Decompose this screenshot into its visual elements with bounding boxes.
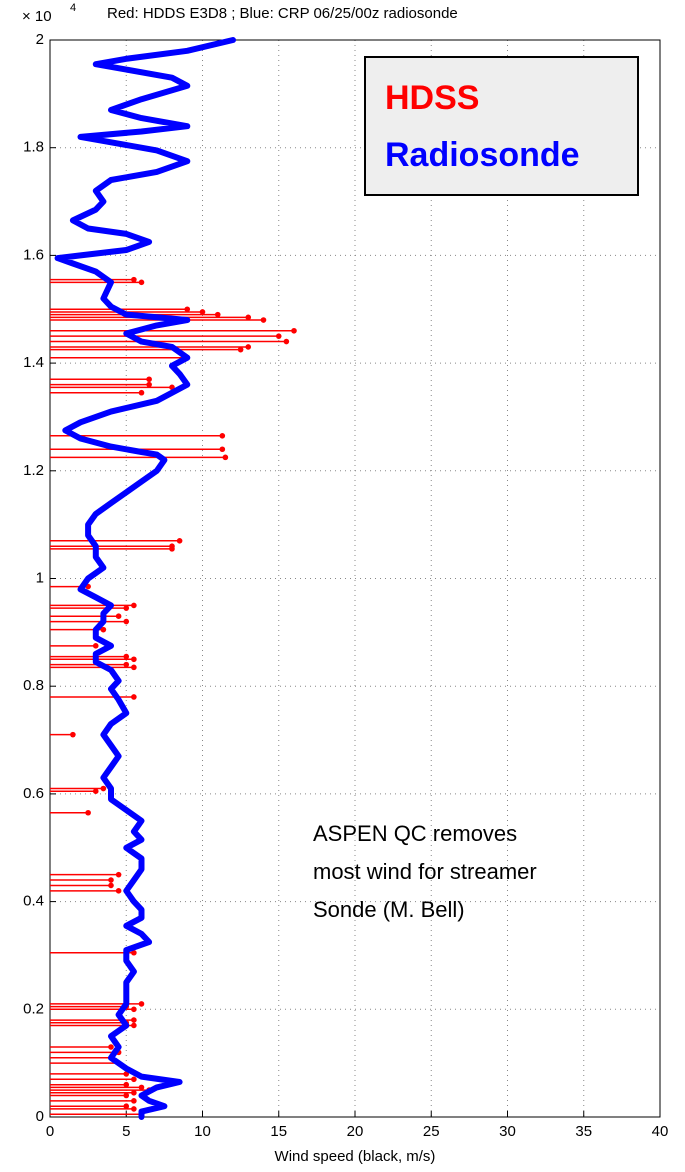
stem-dot [115,871,122,878]
annotation: ASPEN QC removes [313,821,517,846]
x-tick-label: 30 [499,1123,516,1140]
x-tick-label: 10 [194,1123,211,1140]
x-tick-label: 25 [423,1123,440,1140]
stem-dot [138,1001,145,1007]
y-tick-label: 0 [36,1108,44,1125]
stem-dot [115,613,122,619]
stem-dot [100,785,107,792]
stem-dot [184,306,191,313]
x-tick-label: 20 [347,1123,364,1140]
x-tick-label: 35 [575,1123,592,1140]
stem-dot [131,694,137,700]
line [54,37,236,1120]
stem-dot [219,446,226,453]
stem-dot [138,279,145,286]
y-tick-label: 2 [36,31,44,48]
stem-dot [123,605,130,611]
stem-dot [131,664,137,671]
y-tick-label: 0.4 [23,893,44,910]
stem-dot [291,327,297,334]
stem-dot [108,1044,114,1050]
stem-dot [283,338,290,345]
stem-dot [131,602,137,609]
stem-dot [214,311,221,318]
y-tick-label: 0.2 [23,1000,44,1017]
x-tick-label: 15 [270,1123,287,1140]
stem-dot [237,346,244,353]
stem-dot [245,314,252,321]
stem-dot [199,309,206,315]
y-tick-label: 1.6 [23,246,44,263]
stem-dot [131,949,137,956]
stem-dot [131,1098,137,1104]
stem-dot [146,376,152,383]
stem-dot [85,809,91,816]
legend-entry: HDSS [385,79,479,117]
stem-dot [70,731,76,738]
stem-dot [92,643,99,649]
stem-dot [146,381,152,388]
y-tick-label: 1 [36,569,44,586]
stem-dot [123,661,130,668]
stem-dot [100,626,107,633]
stem-dot [108,877,114,883]
stem-dot [131,1017,137,1023]
x-tick-label: 0 [46,1123,54,1140]
stem-dot [92,788,99,795]
stem-dot [123,618,130,625]
y-tick-label: 0.8 [23,677,44,694]
stem-dot [123,653,130,660]
legend-entry: Radiosonde [385,136,580,174]
stem-dot [138,389,145,396]
chart-title: Red: HDDS E3D8 ; Blue: CRP 06/25/00z rad… [107,5,458,22]
y-tick-label: 0.6 [23,785,44,802]
y-tick-label: 1.8 [23,139,44,156]
stem-dot [245,344,252,350]
stem-dot [260,317,267,323]
stem-dot [131,656,137,663]
stem-dot [138,1084,145,1091]
stem-dot [169,546,175,552]
stem-dot [131,276,137,283]
y-tick-label: 1.4 [23,354,44,371]
stem-dot [131,1106,137,1112]
stem-dot [123,1103,130,1110]
stem-dot [131,1022,137,1029]
x-tick-label: 40 [652,1123,669,1140]
x-tick-label: 5 [122,1123,130,1140]
legend-box [364,56,639,196]
annotation: most wind for streamer [313,859,537,884]
stem-dot [176,538,183,544]
annotation: Sonde (M. Bell) [313,897,465,922]
stem-dot [131,1089,137,1096]
plot-frame [49,39,661,1118]
stem-dot [219,432,226,439]
y-multiplier: × 10 [22,8,52,25]
stem-dot [108,882,114,889]
stem-dot [275,333,282,339]
stem-dot [131,1076,137,1083]
x-axis-label: Wind speed (black, m/s) [275,1148,436,1165]
stem-dot [123,1092,130,1099]
stem-dot [131,1006,137,1013]
stem-dot [115,888,122,894]
y-multiplier-exponent: 4 [70,2,76,14]
y-tick-label: 1.2 [23,462,44,479]
stem-dot [123,1081,130,1088]
stem-dot [222,454,229,461]
